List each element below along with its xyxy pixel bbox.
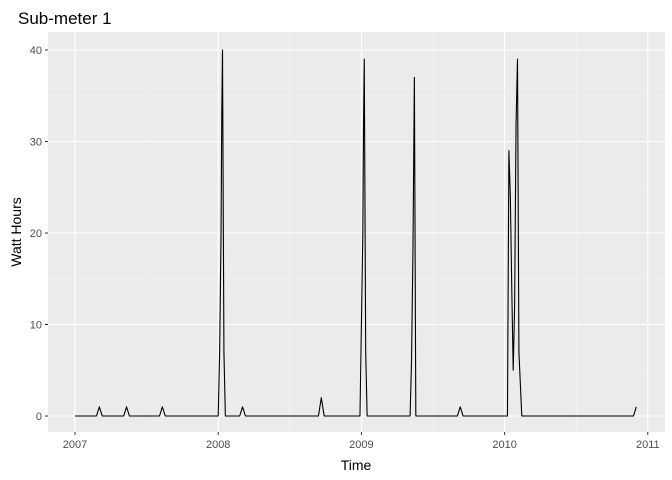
x-tick-label: 2009 xyxy=(349,439,373,451)
x-tick-label: 2011 xyxy=(636,439,660,451)
minor-gridlines xyxy=(48,32,665,432)
y-axis-title: Watt Hours xyxy=(8,197,24,267)
chart-title: Sub-meter 1 xyxy=(18,9,112,28)
x-tick-label: 2010 xyxy=(492,439,516,451)
y-tick-label: 20 xyxy=(30,228,42,240)
y-tick-label: 10 xyxy=(30,320,42,332)
x-tick-label: 2008 xyxy=(206,439,230,451)
y-axis-ticks: 0 10 20 30 40 xyxy=(30,45,48,423)
series-line xyxy=(75,49,637,417)
plot-panel xyxy=(48,32,665,432)
x-axis-title: Time xyxy=(341,457,372,473)
y-tick-label: 0 xyxy=(36,411,42,423)
x-tick-label: 2007 xyxy=(63,439,87,451)
series-layer xyxy=(75,49,637,417)
x-axis-ticks: 2007 2008 2009 2010 2011 xyxy=(63,432,660,451)
y-tick-label: 40 xyxy=(30,45,42,57)
y-tick-label: 30 xyxy=(30,137,42,149)
